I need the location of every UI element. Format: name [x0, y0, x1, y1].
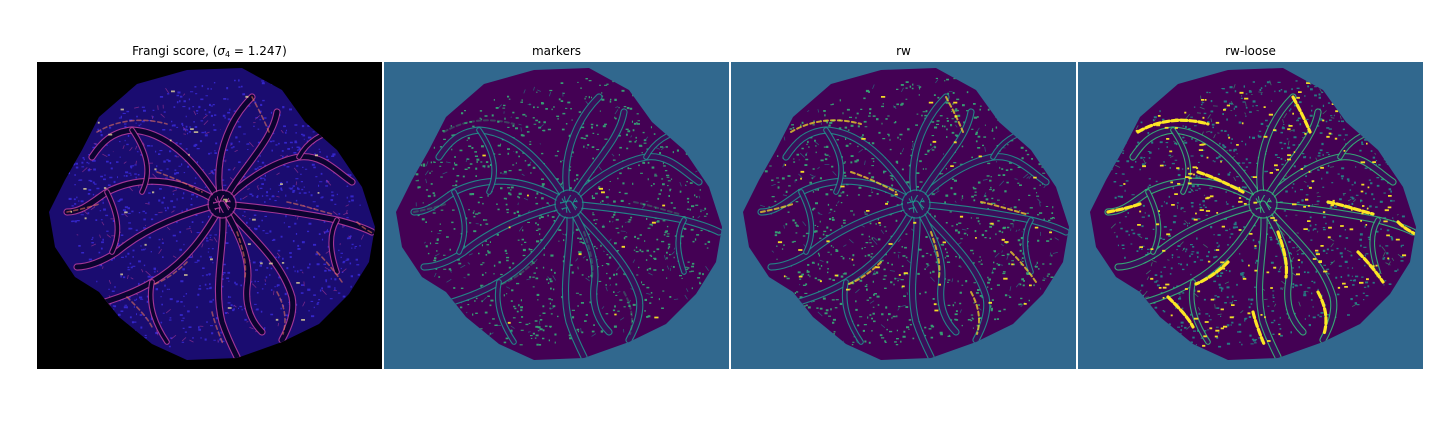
title-symbol: σ: [217, 44, 226, 58]
rw-loose-image: [1078, 62, 1423, 369]
panel-title-rw: rw: [896, 44, 911, 58]
texture-layer: [757, 77, 1069, 360]
title-suffix: = 1.247): [230, 44, 287, 58]
rw-svg: [731, 62, 1076, 369]
panel-title-markers: markers: [531, 44, 582, 58]
frangi-score-svg: [37, 62, 382, 369]
title-text: Frangi score, (: [132, 44, 218, 58]
rw-loose-svg: [1078, 62, 1423, 369]
title-subscript: 4: [225, 50, 231, 59]
markers-svg: [384, 62, 729, 369]
markers-image: [384, 62, 729, 369]
texture-layer: [63, 79, 375, 360]
frangi-score-image: [37, 62, 382, 369]
rw-image: [731, 62, 1076, 369]
panel-title-rw-loose: rw-loose: [1225, 44, 1276, 58]
panel-title-frangi: Frangi score, (σ4 = 1.247): [37, 44, 382, 59]
texture-layer: [1104, 80, 1416, 360]
